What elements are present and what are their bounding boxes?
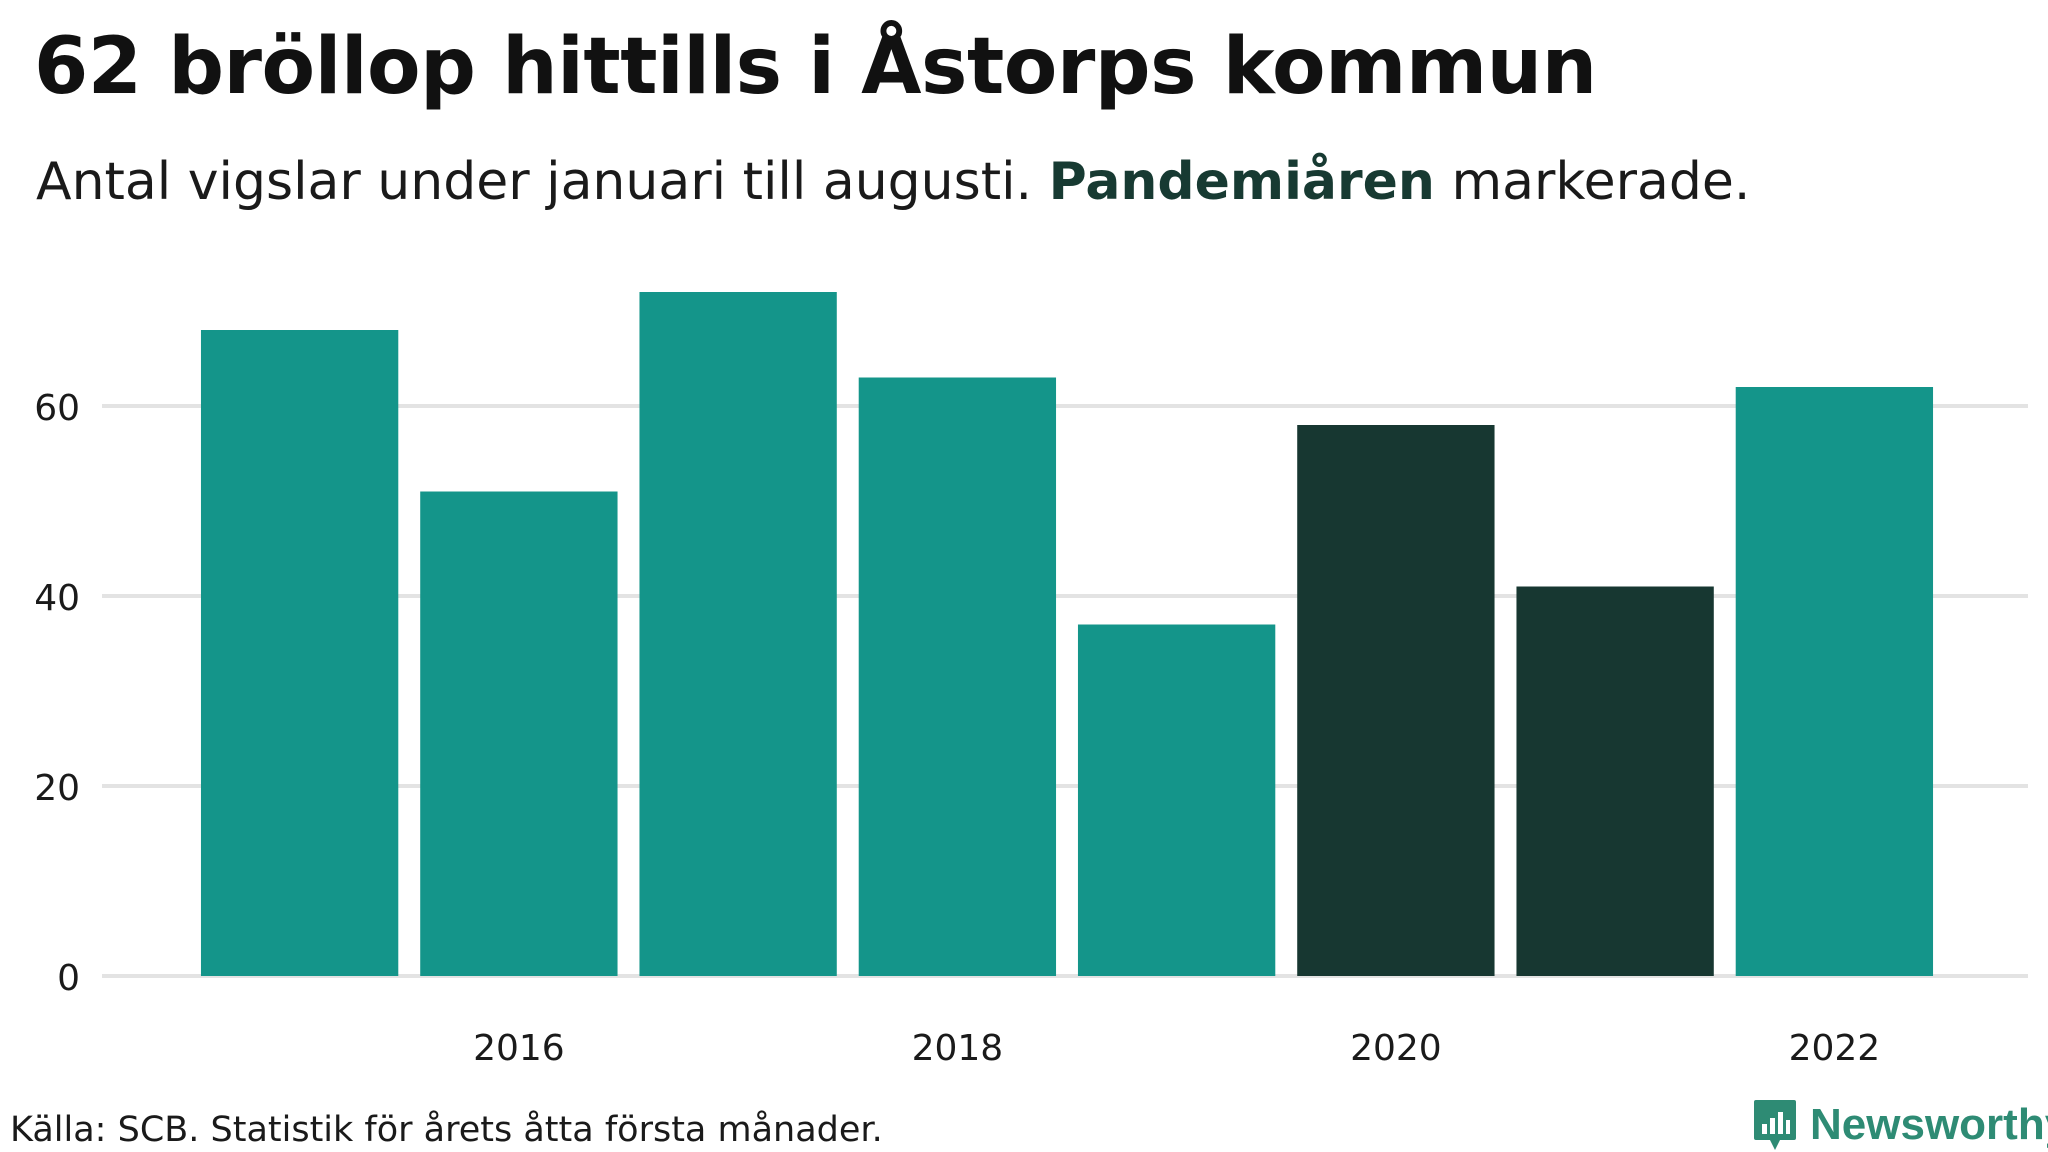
chart-bubble-icon (1754, 1100, 1796, 1150)
x-tick-label: 2016 (473, 1028, 565, 1069)
subtitle-highlight: Pandemiåren (1048, 152, 1435, 212)
bar-2020 (1297, 425, 1495, 976)
subtitle-text-end: markerade. (1451, 152, 1751, 212)
subtitle-text: Antal vigslar under januari till augusti… (36, 152, 1033, 212)
chart-subtitle: Antal vigslar under januari till augusti… (36, 152, 1750, 212)
x-tick-label: 2022 (1789, 1028, 1881, 1069)
bar-2018 (858, 377, 1057, 976)
bar-2019 (1077, 624, 1276, 976)
chart-title: 62 bröllop hittills i Åstorps kommun (34, 22, 1597, 112)
x-tick-label: 2018 (912, 1028, 1004, 1069)
brand-name: Newsworthy (1810, 1100, 2048, 1149)
y-tick-label: 40 (34, 578, 80, 619)
bars (200, 292, 1934, 976)
y-tick-label: 60 (34, 388, 80, 429)
newsworthy-logo: Newsworthy (1752, 1098, 2048, 1152)
y-tick-label: 20 (34, 768, 80, 809)
bar-chart: 0 20 40 60 2016 2018 2020 2022 (34, 292, 2028, 1069)
bar-2015 (200, 330, 399, 976)
y-axis-ticks: 0 20 40 60 (34, 388, 80, 999)
bar-2017 (639, 292, 837, 976)
source-note: Källa: SCB. Statistik för årets åtta för… (10, 1110, 883, 1150)
y-tick-label: 0 (57, 958, 80, 999)
bar-2021 (1516, 586, 1714, 976)
bar-2022 (1735, 387, 1934, 976)
bar-2016 (420, 491, 618, 976)
x-tick-label: 2020 (1350, 1028, 1442, 1069)
x-axis-ticks: 2016 2018 2020 2022 (473, 1028, 1880, 1069)
